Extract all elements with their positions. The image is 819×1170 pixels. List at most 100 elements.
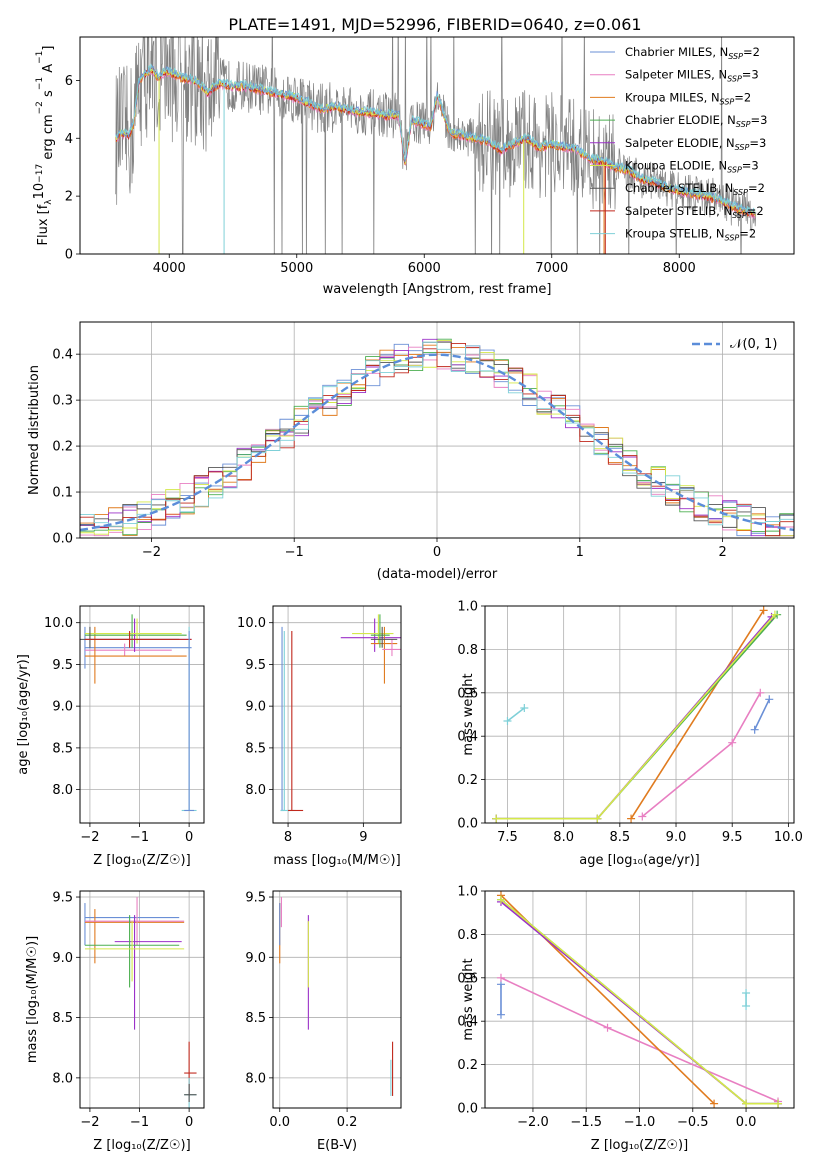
x-tick-label: 8000 xyxy=(663,261,696,276)
x-tick-label: −2 xyxy=(80,1115,99,1130)
weight-vs-age-y-label: mass weight xyxy=(461,673,476,755)
mass-vs-z-x-label: Z [log₁₀(Z/Z☉)] xyxy=(93,1138,190,1153)
age_vs_Z-plot-area xyxy=(80,614,197,812)
y-tick-label: 9.0 xyxy=(52,951,73,966)
y-tick-label: 0.4 xyxy=(457,1015,478,1030)
y-tick-label: 9.0 xyxy=(52,700,73,715)
x-tick-label: 0 xyxy=(185,830,193,845)
y-tick-label: 0.8 xyxy=(457,643,478,658)
observed-spectrum-line xyxy=(115,37,757,254)
mass_vs_ebv-axes: 0.0 0.2 8.0 8.5 9.0 9.5 E(B-V) xyxy=(245,890,402,1153)
mass_vs_Z-frame xyxy=(79,890,205,1109)
x-tick-label: 10.0 xyxy=(774,830,803,845)
age_vs_mass-plot-area xyxy=(280,614,401,812)
chabrier-elodie-weight-line xyxy=(496,614,778,820)
kroupa-miles-weight-line xyxy=(630,609,765,820)
y-tick-label: 8.0 xyxy=(245,783,266,798)
age_vs_Z-axes: −2 −1 0 8.0 8.5 9.0 9.5 10.0 Z [log₁₀(Z/Z☉)] age … xyxy=(16,605,205,868)
mass-vs-ebv-x-label: E(B-V) xyxy=(317,1138,357,1153)
y-tick-label: 4 xyxy=(65,132,73,147)
y-tick-label: 8.5 xyxy=(52,741,73,756)
weight_vs_age-plot-area xyxy=(492,606,782,823)
weight_vs_Z-axes: −2.0 −1.5 −1.0 −0.5 0.0 0.0 0.2 0.4 0.6 0.8 1.0 Z [… xyxy=(457,885,795,1153)
spectrum-x-label: wavelength [Angstrom, rest frame] xyxy=(323,282,552,297)
residuals-plot-area xyxy=(80,338,794,537)
weight-marker xyxy=(710,1099,719,1108)
kroupa-stelib-weight-line xyxy=(506,707,525,722)
weight-marker xyxy=(770,610,779,619)
x-tick-label: 2 xyxy=(718,545,726,560)
weight-marker xyxy=(496,973,505,982)
y-tick-label: 10.0 xyxy=(44,616,73,631)
spectrum-legend: Chabrier MILES, NSSP=2 Salpeter MILES, NS… xyxy=(590,45,767,243)
y-tick-label: 0.3 xyxy=(52,394,73,409)
weight-marker xyxy=(756,688,765,697)
x-tick-label: 0.0 xyxy=(736,1115,757,1130)
mass_vs_Z-axes: −2 −1 0 8.0 8.5 9.0 9.5 Z [log₁₀(Z/Z☉)] mass [lo… xyxy=(25,890,205,1153)
weight-marker xyxy=(627,814,636,823)
age_vs_Z-frame xyxy=(79,605,205,824)
x-tick-label: 5000 xyxy=(280,261,313,276)
age-vs-z-y-label: age [log₁₀(age/yr)] xyxy=(16,654,31,775)
y-tick-label: 0.6 xyxy=(457,971,478,986)
y-tick-label: 6 xyxy=(65,74,73,89)
weight_vs_age-axes: 7.5 8.0 8.5 9.0 9.5 10.0 0.0 0.2 0.4 0.6 0.8 1.0 age… xyxy=(457,600,803,869)
residuals-x-label: (data-model)/error xyxy=(377,567,498,582)
x-tick-label: −2.0 xyxy=(517,1115,549,1130)
weight-marker xyxy=(742,988,751,997)
y-tick-label: 9.0 xyxy=(245,700,266,715)
x-tick-label: 0.2 xyxy=(337,1115,358,1130)
age_vs_mass-axes: 8 9 8.0 8.5 9.0 9.5 10.0 mass [log₁₀(M/M☉)] xyxy=(237,605,402,868)
x-tick-label: 1 xyxy=(576,545,584,560)
weight-marker xyxy=(593,814,602,823)
x-tick-label: 4000 xyxy=(153,261,186,276)
x-tick-label: −2 xyxy=(80,830,99,845)
x-tick-label: 8.0 xyxy=(553,830,574,845)
x-tick-label: 0.0 xyxy=(269,1115,290,1130)
y-tick-label: 10.0 xyxy=(237,616,266,631)
y-tick-label: 0.0 xyxy=(457,1102,478,1117)
legend-label: Chabrier ELODIE, NSSP=3 xyxy=(625,113,767,129)
kroupa-stelib-model-line xyxy=(115,63,756,214)
weight-marker xyxy=(503,717,512,726)
spectrum-y-label: Flux [fλ10−17 erg cm−2 s−1 A−1] xyxy=(32,46,56,246)
legend-normal-label: 𝒩(0, 1) xyxy=(730,337,777,352)
x-tick-label: 7.5 xyxy=(497,830,518,845)
figure-title: PLATE=1491, MJD=52996, FIBERID=0640, z=0… xyxy=(228,15,641,34)
y-tick-label: 0.0 xyxy=(457,817,478,832)
y-tick-label: 0 xyxy=(65,248,73,263)
mass_vs_Z-plot-area xyxy=(84,897,197,1108)
y-tick-label: 0.4 xyxy=(457,730,478,745)
legend-label: Kroupa MILES, NSSP=2 xyxy=(625,90,751,106)
y-tick-label: 0.6 xyxy=(457,686,478,701)
weight_vs_Z-frame xyxy=(484,890,795,1109)
weight-marker xyxy=(520,703,529,712)
x-tick-label: 9.5 xyxy=(722,830,743,845)
legend-label: Salpeter ELODIE, NSSP=3 xyxy=(625,136,766,152)
legend-label: Salpeter STELIB, NSSP=2 xyxy=(625,204,764,220)
y-tick-label: 9.5 xyxy=(52,891,73,906)
x-tick-label: −1 xyxy=(285,545,304,560)
y-tick-label: 1.0 xyxy=(457,885,478,900)
x-tick-label: −1 xyxy=(130,1115,149,1130)
residuals-frame xyxy=(79,321,795,539)
mass_vs_ebv-frame xyxy=(272,890,402,1109)
y-tick-label: 8.0 xyxy=(245,1071,266,1086)
x-tick-label: −1.0 xyxy=(624,1115,656,1130)
mass-vs-z-y-label: mass [log₁₀(M/M☉)] xyxy=(25,936,40,1063)
x-tick-label: −1.5 xyxy=(570,1115,602,1130)
weight-marker xyxy=(742,1002,751,1011)
legend-label: Kroupa STELIB, NSSP=2 xyxy=(625,227,756,243)
age-vs-z-x-label: Z [log₁₀(Z/Z☉)] xyxy=(93,853,190,868)
y-tick-label: 0.2 xyxy=(457,1058,478,1073)
y-tick-label: 0.4 xyxy=(52,348,73,363)
y-tick-label: 0.0 xyxy=(52,532,73,547)
x-tick-label: −2 xyxy=(142,545,161,560)
y-tick-label: 0.2 xyxy=(457,773,478,788)
y-tick-label: 8.5 xyxy=(245,1011,266,1026)
spectrum-plot-area xyxy=(115,37,757,254)
x-tick-label: −0.5 xyxy=(677,1115,709,1130)
mass_vs_ebv-plot-area xyxy=(279,897,394,1096)
weight-marker xyxy=(728,738,737,747)
weight-marker xyxy=(496,895,505,904)
